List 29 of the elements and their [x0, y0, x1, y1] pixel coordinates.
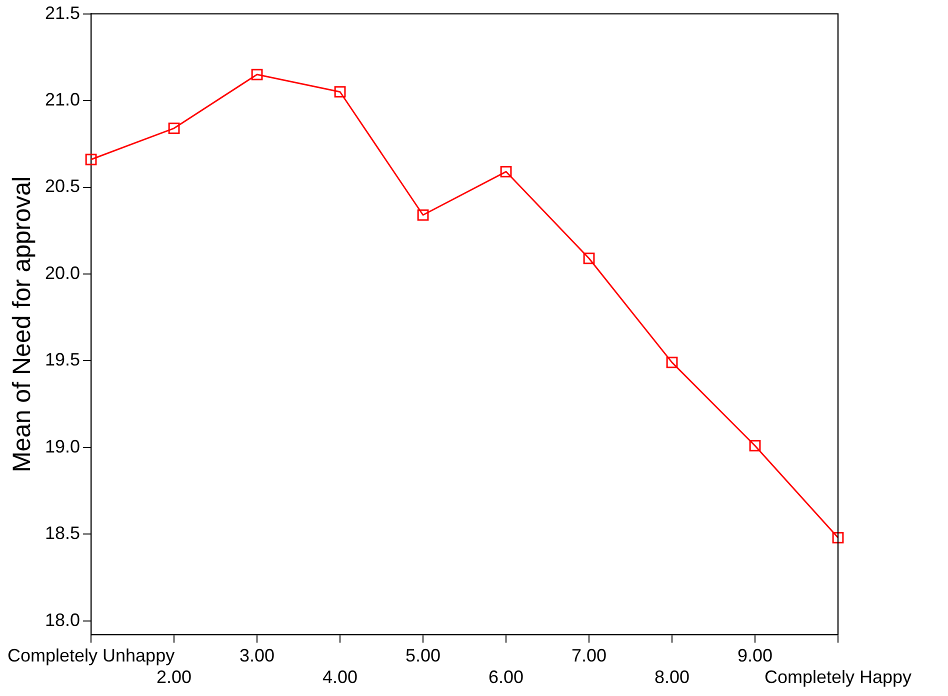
point [334, 86, 346, 98]
point [749, 440, 761, 452]
x-tick-label: 8.00 [654, 667, 690, 688]
point [417, 209, 429, 221]
point [583, 252, 595, 264]
y-tick-label: 20.0 [44, 262, 80, 283]
x-tick-label: 7.00 [571, 646, 607, 666]
y-tick-label: 19.5 [44, 350, 80, 370]
x-tick-label: Completely Happy [764, 667, 912, 688]
y-tick-label: 20.5 [44, 176, 80, 196]
y-tick-label: 18.0 [44, 610, 80, 630]
point [168, 122, 180, 134]
x-tick-label: 4.00 [322, 667, 358, 688]
x-tick-label: 5.00 [405, 646, 441, 666]
y-tick-label: 19.0 [44, 436, 80, 456]
point [251, 68, 263, 80]
x-tick-label: Completely Unhappy [7, 646, 175, 666]
x-tick-label: 2.00 [156, 667, 192, 688]
point [500, 166, 512, 178]
y-tick-label: 21.5 [44, 2, 80, 23]
y-axis-title: Mean of Need for approval [8, 176, 36, 472]
x-tick-label: 3.00 [240, 646, 275, 666]
y-tick-label: 21.0 [44, 90, 80, 110]
x-tick-label: 9.00 [737, 646, 773, 666]
x-tick-label: 6.00 [488, 667, 524, 688]
point [85, 154, 97, 166]
point [666, 356, 678, 368]
y-tick-label: 18.5 [44, 523, 80, 544]
point [832, 532, 844, 544]
